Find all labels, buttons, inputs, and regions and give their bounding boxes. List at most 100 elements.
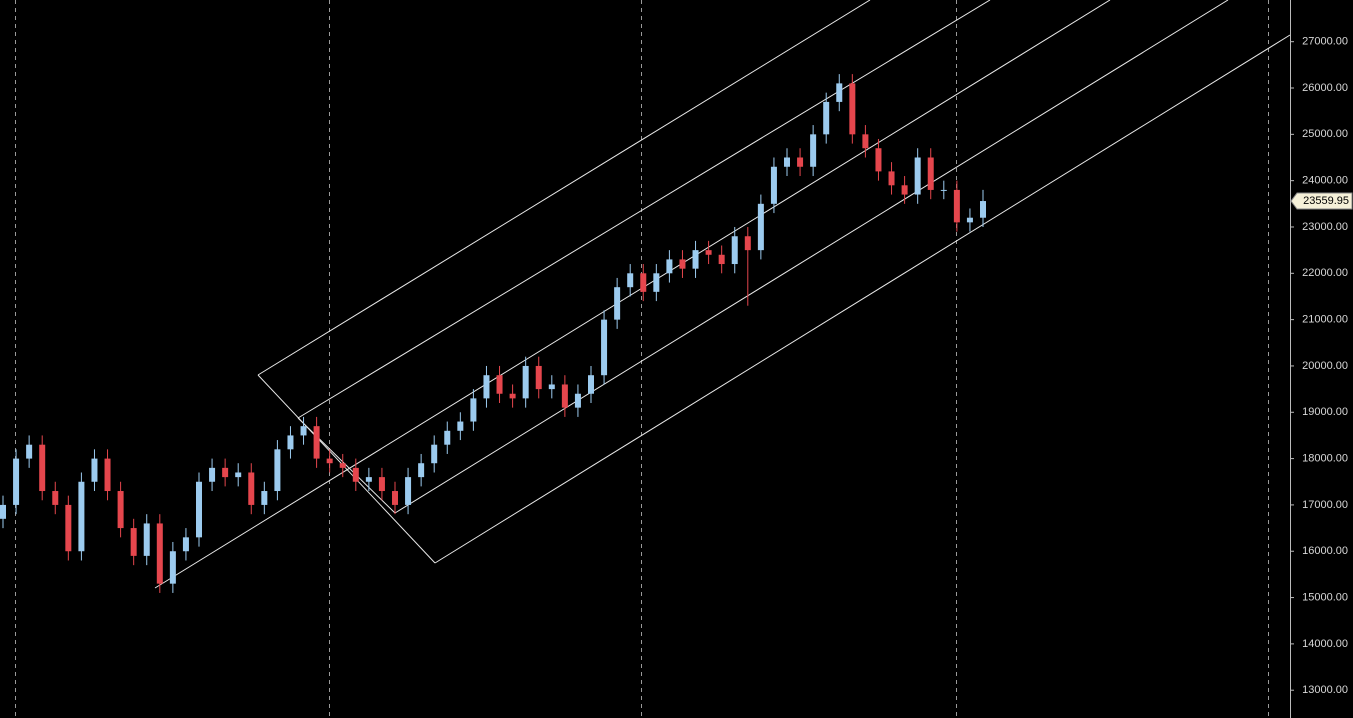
candle-body bbox=[91, 458, 98, 482]
candle-body bbox=[548, 384, 555, 390]
candle-body bbox=[274, 449, 281, 492]
candle-body bbox=[117, 491, 124, 529]
candle-body bbox=[836, 83, 843, 102]
channel-line bbox=[154, 0, 1111, 589]
candle-body bbox=[261, 491, 268, 505]
candle-body bbox=[235, 472, 242, 478]
y-tick-label: 19000.00 bbox=[1302, 406, 1348, 418]
candle-body bbox=[287, 435, 294, 450]
candle-body bbox=[418, 463, 425, 478]
candle-body bbox=[352, 467, 359, 482]
candle-body bbox=[627, 273, 634, 288]
y-tick-label: 20000.00 bbox=[1302, 360, 1348, 372]
candle-body bbox=[26, 444, 33, 459]
candle-body bbox=[313, 426, 320, 459]
y-tick-label: 17000.00 bbox=[1302, 499, 1348, 511]
candle-body bbox=[222, 467, 229, 478]
candle-body bbox=[65, 504, 72, 552]
candle-body bbox=[405, 477, 412, 505]
candle-body bbox=[927, 157, 934, 190]
y-tick-label: 24000.00 bbox=[1302, 175, 1348, 187]
channel-line bbox=[297, 0, 991, 419]
candle-body bbox=[496, 375, 503, 394]
candle-body bbox=[431, 444, 438, 464]
candle-body bbox=[940, 189, 947, 191]
candle-body bbox=[156, 523, 163, 584]
candles bbox=[0, 74, 986, 593]
candle-body bbox=[810, 134, 817, 167]
y-tick-label: 25000.00 bbox=[1302, 128, 1348, 140]
candle-body bbox=[744, 236, 751, 251]
candle-body bbox=[182, 537, 189, 552]
candle-body bbox=[862, 134, 869, 149]
candle-body bbox=[588, 375, 594, 394]
candle-body bbox=[13, 458, 20, 505]
channel-line bbox=[434, 34, 1291, 564]
candle-body bbox=[52, 491, 59, 505]
candle-body bbox=[483, 375, 490, 399]
candle-body bbox=[966, 217, 973, 223]
candle-body bbox=[535, 365, 542, 390]
candle-body bbox=[849, 83, 856, 135]
candle-body bbox=[953, 189, 960, 223]
candle-body bbox=[561, 384, 568, 408]
candle-body bbox=[196, 481, 202, 538]
candle-body bbox=[901, 185, 908, 195]
candle-body bbox=[601, 319, 608, 376]
candle-body bbox=[823, 101, 830, 135]
trend-channels bbox=[154, 0, 1291, 589]
candle-body bbox=[39, 444, 46, 492]
candle-body bbox=[875, 148, 882, 172]
candle-body bbox=[0, 504, 6, 519]
candle-body bbox=[679, 259, 686, 269]
candle-body bbox=[784, 157, 790, 167]
candle-body bbox=[574, 393, 581, 408]
candle-body bbox=[248, 472, 255, 505]
candle-body bbox=[757, 203, 764, 251]
y-tick-label: 16000.00 bbox=[1302, 545, 1348, 557]
candle-body bbox=[209, 467, 216, 482]
candle-body bbox=[914, 157, 921, 195]
y-tick-label: 22000.00 bbox=[1302, 267, 1348, 279]
vertical-grid bbox=[15, 0, 1269, 718]
candle-body bbox=[300, 426, 307, 436]
candle-body bbox=[640, 273, 647, 292]
channel-edge bbox=[297, 417, 396, 514]
candle-body bbox=[522, 365, 529, 399]
candle-body bbox=[104, 458, 111, 492]
candle-body bbox=[653, 273, 660, 292]
y-tick-label: 26000.00 bbox=[1302, 82, 1348, 94]
candle-body bbox=[339, 463, 346, 468]
candle-body bbox=[326, 458, 333, 464]
y-tick-label: 14000.00 bbox=[1302, 638, 1348, 650]
candle-body bbox=[666, 259, 673, 274]
y-tick-label: 15000.00 bbox=[1302, 591, 1348, 603]
candle-body bbox=[470, 398, 477, 422]
candle-body bbox=[143, 523, 150, 556]
candle-body bbox=[392, 491, 398, 505]
candle-body bbox=[378, 477, 385, 492]
channel-line bbox=[394, 0, 1229, 514]
candle-body bbox=[718, 254, 725, 265]
candle-body bbox=[692, 250, 699, 269]
candle-body bbox=[78, 481, 85, 552]
last-price-tag bbox=[1290, 192, 1353, 210]
y-tick-label: 23000.00 bbox=[1302, 221, 1348, 233]
y-tick-label: 27000.00 bbox=[1302, 36, 1348, 48]
y-tick-label: 13000.00 bbox=[1302, 684, 1348, 696]
candle-body bbox=[888, 171, 895, 186]
candle-body bbox=[130, 528, 137, 556]
candle-body bbox=[770, 166, 777, 204]
candle-body bbox=[731, 236, 738, 265]
candle-body bbox=[457, 421, 464, 431]
y-tick-label: 21000.00 bbox=[1302, 314, 1348, 326]
candle-body bbox=[169, 551, 176, 584]
candle-body bbox=[509, 393, 516, 399]
channel-line bbox=[257, 0, 871, 376]
y-tick-label: 18000.00 bbox=[1302, 452, 1348, 464]
candle-body bbox=[365, 477, 372, 482]
channel-edge bbox=[257, 374, 436, 564]
last-price-label: 23559.95 bbox=[1303, 195, 1349, 207]
